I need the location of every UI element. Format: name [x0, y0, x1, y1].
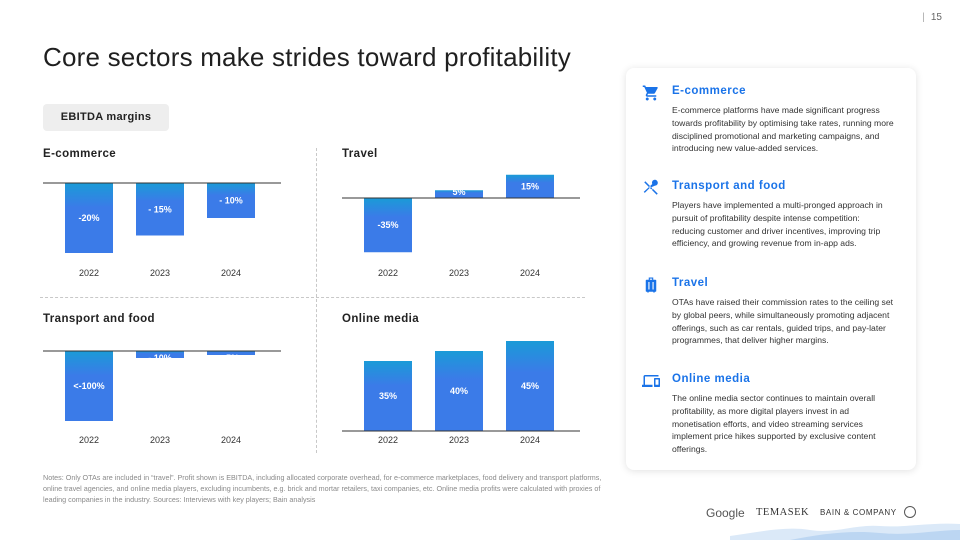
bar-2024: [506, 341, 554, 431]
temasek-logo: TEMASEK: [756, 507, 810, 518]
sector-heading: Online media: [672, 373, 751, 385]
tick-label: 2024: [221, 435, 241, 445]
chart-title: Travel: [342, 148, 378, 160]
devices-icon: [642, 372, 660, 390]
data-label: 15%: [521, 181, 539, 191]
chart-divider-horizontal: [40, 297, 585, 298]
tick-label: 2024: [520, 268, 540, 278]
chart-svg: 35% 2022 40% 2023 45% 2024: [342, 341, 580, 445]
sector-heading: Transport and food: [672, 180, 786, 192]
bar-2022: [364, 198, 412, 253]
tick-label: 2024: [520, 435, 540, 445]
google-logo: Google: [706, 506, 745, 520]
data-label: <-100%: [73, 381, 104, 391]
data-label: - 10%: [148, 353, 172, 363]
sector-description: The online media sector continues to mai…: [672, 393, 876, 455]
footnotes: Notes: Only OTAs are included in “travel…: [43, 473, 602, 504]
bain-mark-icon: [904, 506, 916, 518]
tick-label: 2022: [378, 268, 398, 278]
sector-online-media: Online media The online media sector con…: [642, 372, 904, 464]
chart-online-media: Online media 35% 2022 40% 2023 45% 2024: [342, 313, 602, 453]
bar-2022: [65, 351, 113, 421]
bar-2024: [207, 351, 255, 355]
sector-travel: Travel OTAs have raised their commission…: [642, 276, 904, 368]
sector-description: Players have implemented a multi-pronged…: [672, 200, 883, 249]
bar-2022: [65, 183, 113, 253]
tick-label: 2023: [150, 268, 170, 278]
chart-title: Transport and food: [43, 313, 155, 325]
sector-description: E-commerce platforms have made significa…: [672, 105, 894, 154]
data-label: -35%: [377, 220, 398, 230]
page-number: | 15: [922, 12, 942, 23]
tick-label: 2023: [449, 435, 469, 445]
data-label: 5%: [452, 187, 465, 197]
data-label: 40%: [450, 386, 468, 396]
bar-2024: [207, 183, 255, 218]
page-title: Core sectors make strides toward profita…: [43, 42, 571, 72]
chart-title: Online media: [342, 313, 420, 325]
chart-ecommerce: E-commerce -20% 2022 - 15% 2023 - 10% 2024: [43, 148, 303, 288]
tick-label: 2022: [79, 435, 99, 445]
tick-label: 2024: [221, 268, 241, 278]
fork-knife-icon: [642, 179, 660, 197]
sector-description: OTAs have raised their commission rates …: [672, 297, 893, 346]
data-label: -20%: [78, 213, 99, 223]
luggage-icon: [642, 276, 660, 294]
bain-logo: BAIN & COMPANY: [820, 508, 897, 517]
shopping-cart-icon: [642, 84, 660, 102]
bar-2022: [364, 361, 412, 431]
chart-transport-food: Transport and food <-100% 2022 - 10% 2023 -5…: [43, 313, 303, 453]
chart-title: E-commerce: [43, 148, 117, 160]
bar-2023: [435, 190, 483, 198]
decorative-wave: [730, 523, 960, 540]
chart-svg: <-100% 2022 - 10% 2023 -5% 2024: [43, 350, 281, 445]
tick-label: 2022: [378, 435, 398, 445]
metric-tag: EBITDA margins: [43, 104, 169, 131]
sector-ecommerce: E-commerce E-commerce platforms have mad…: [642, 84, 904, 174]
chart-svg: -35% 2022 5% 2023 15% 2024: [342, 174, 580, 278]
chart-divider-vertical: [316, 148, 317, 453]
bar-2023: [435, 351, 483, 431]
tick-label: 2023: [449, 268, 469, 278]
bar-2023: [136, 183, 184, 236]
tick-label: 2022: [79, 268, 99, 278]
data-label: -5%: [223, 353, 239, 363]
data-label: - 10%: [219, 196, 243, 206]
sector-heading: E-commerce: [672, 85, 747, 97]
sector-transport-food: Transport and food Players have implemen…: [642, 179, 904, 269]
sector-heading: Travel: [672, 277, 709, 289]
tick-label: 2023: [150, 435, 170, 445]
chart-svg: -20% 2022 - 15% 2023 - 10% 2024: [43, 182, 281, 278]
data-label: 45%: [521, 381, 539, 391]
chart-travel: Travel -35% 2022 5% 2023 15% 2024: [342, 148, 602, 288]
data-label: 35%: [379, 391, 397, 401]
bar-2023: [136, 351, 184, 358]
sector-summary-panel: E-commerce E-commerce platforms have mad…: [626, 68, 916, 470]
data-label: - 15%: [148, 204, 172, 214]
bar-2024: [506, 174, 554, 198]
